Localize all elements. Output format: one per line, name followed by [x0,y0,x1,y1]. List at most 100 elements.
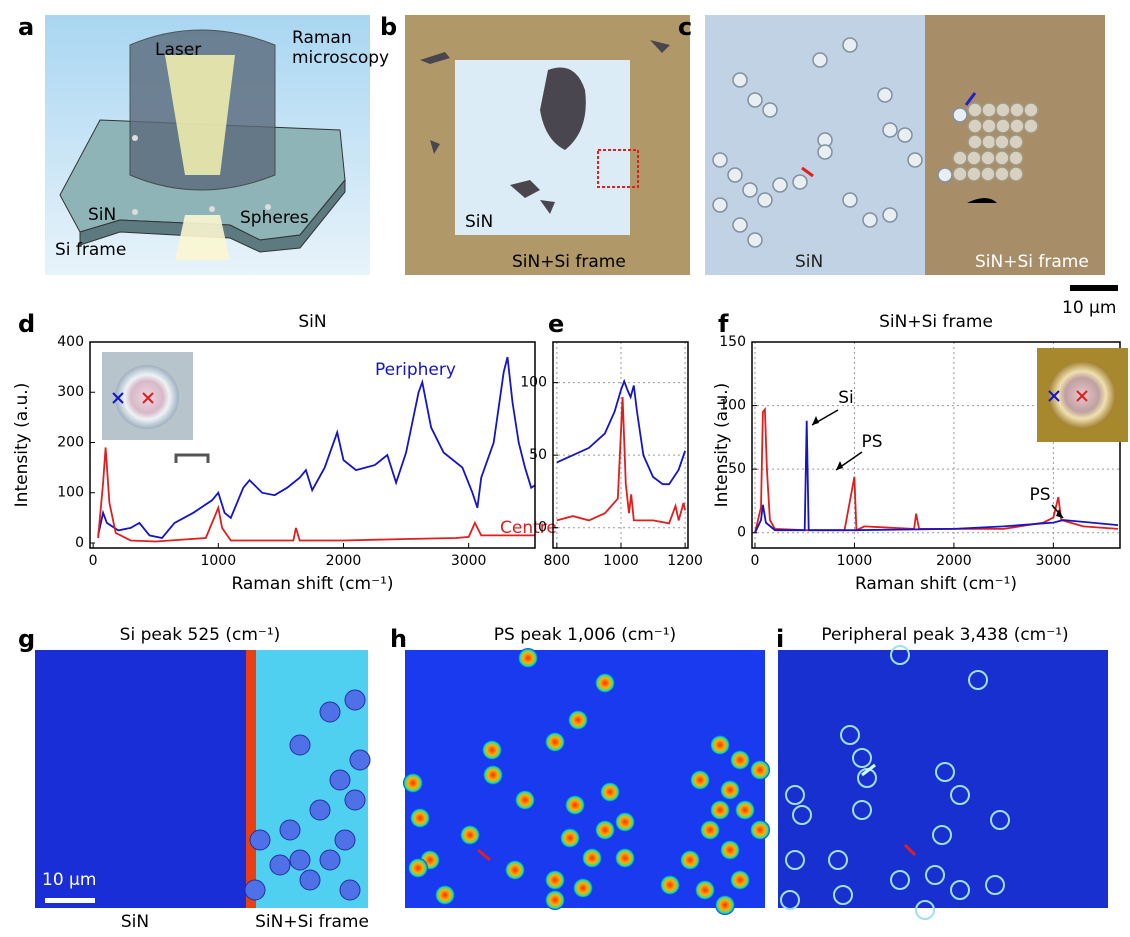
label: SiN [121,912,149,932]
y-tick-label: 300 [57,384,84,400]
sphere [750,820,770,840]
sphere [773,178,787,192]
sphere [280,820,300,840]
y-tick-label: 100 [57,485,84,501]
panel-h-image [405,650,765,908]
sphere [1024,103,1038,117]
figure: a Laser Raman microscopy SiN Spheres Si … [0,0,1130,933]
scale-label: 10 µm [1062,298,1116,318]
x-tick-label: 1000 [603,553,639,569]
y-tick-label: 200 [57,434,84,450]
sphere [595,673,615,693]
sphere [713,198,727,212]
sphere [482,740,502,760]
label: Si frame [55,240,126,260]
panel-title: PS peak 1,006 (cm⁻¹) [494,625,676,645]
sphere [981,167,995,181]
sphere [728,168,742,182]
sphere [748,93,762,107]
x-tick-label: 1000 [837,553,873,569]
panel-label: i [776,625,784,653]
y-tick-label: 0 [75,535,84,551]
x-tick-label: 0 [89,553,98,569]
panel-label: d [18,310,35,338]
sphere [995,167,1009,181]
sphere [908,153,922,167]
y-tick-label: 0 [737,525,746,541]
chart-title: SiN+Si frame [879,312,993,332]
label: Laser [155,40,201,60]
label: SiN+Si frame [255,912,369,932]
sphere [568,710,588,730]
sphere [996,103,1010,117]
sphere [560,828,580,848]
panel-label: b [380,13,397,41]
sphere [982,135,996,149]
sphere [505,860,525,880]
panel-title: Si peak 525 (cm⁻¹) [120,625,281,645]
y-axis-label: Intensity (a.u.) [12,383,32,508]
label: SiN+Si frame [512,252,626,272]
sphere [1010,103,1024,117]
sphere [967,167,981,181]
sphere [995,151,1009,165]
sphere [582,848,602,868]
sphere [615,812,635,832]
x-tick-label: 1000 [200,553,236,569]
sphere [660,875,680,895]
series-label: Periphery [375,360,456,380]
x-tick-label: 800 [543,553,570,569]
series-line [557,397,685,523]
x-tick-label: 3000 [451,553,487,569]
label: SiN [465,212,493,232]
sphere [545,732,565,752]
sphere [573,878,593,898]
sphere [615,848,635,868]
sphere [350,750,370,770]
y-tick-label: 100 [520,375,547,391]
panel-label: e [548,310,564,338]
sphere [710,800,730,820]
sphere [996,119,1010,133]
y-axis-label: Intensity (a.u.) [712,383,732,508]
sphere [403,773,423,793]
sphere [565,795,585,815]
sphere [953,167,967,181]
panel-label: a [18,13,34,41]
sphere [750,760,770,780]
sphere [1024,119,1038,133]
sphere [720,780,740,800]
panel-label: c [678,13,692,41]
y-tick-label: 150 [719,334,746,350]
sphere [715,895,735,915]
sphere [245,880,265,900]
sphere [898,128,912,142]
sphere [748,233,762,247]
sphere [968,119,982,133]
x-tick-label: 0 [751,553,760,569]
x-axis-label: Raman shift (cm⁻¹) [231,574,393,594]
sphere [758,193,772,207]
sphere [735,800,755,820]
sphere [518,648,538,668]
sphere [982,103,996,117]
sphere [340,880,360,900]
sphere [938,168,952,182]
x-tick-label: 1200 [667,553,703,569]
sphere [743,183,757,197]
sphere [600,782,620,802]
sphere [953,151,967,165]
sphere [883,208,897,222]
sphere [720,840,740,860]
sphere [460,825,480,845]
sphere [878,88,892,102]
sphere [1010,119,1024,133]
sphere [345,790,365,810]
x-tick-label: 3000 [1036,553,1072,569]
sphere [310,800,330,820]
x-axis-label: Raman shift (cm⁻¹) [855,574,1017,594]
sphere [515,790,535,810]
scale-label: 10 µm [42,870,96,890]
x-tick-label: 2000 [326,553,362,569]
sphere [883,123,897,137]
